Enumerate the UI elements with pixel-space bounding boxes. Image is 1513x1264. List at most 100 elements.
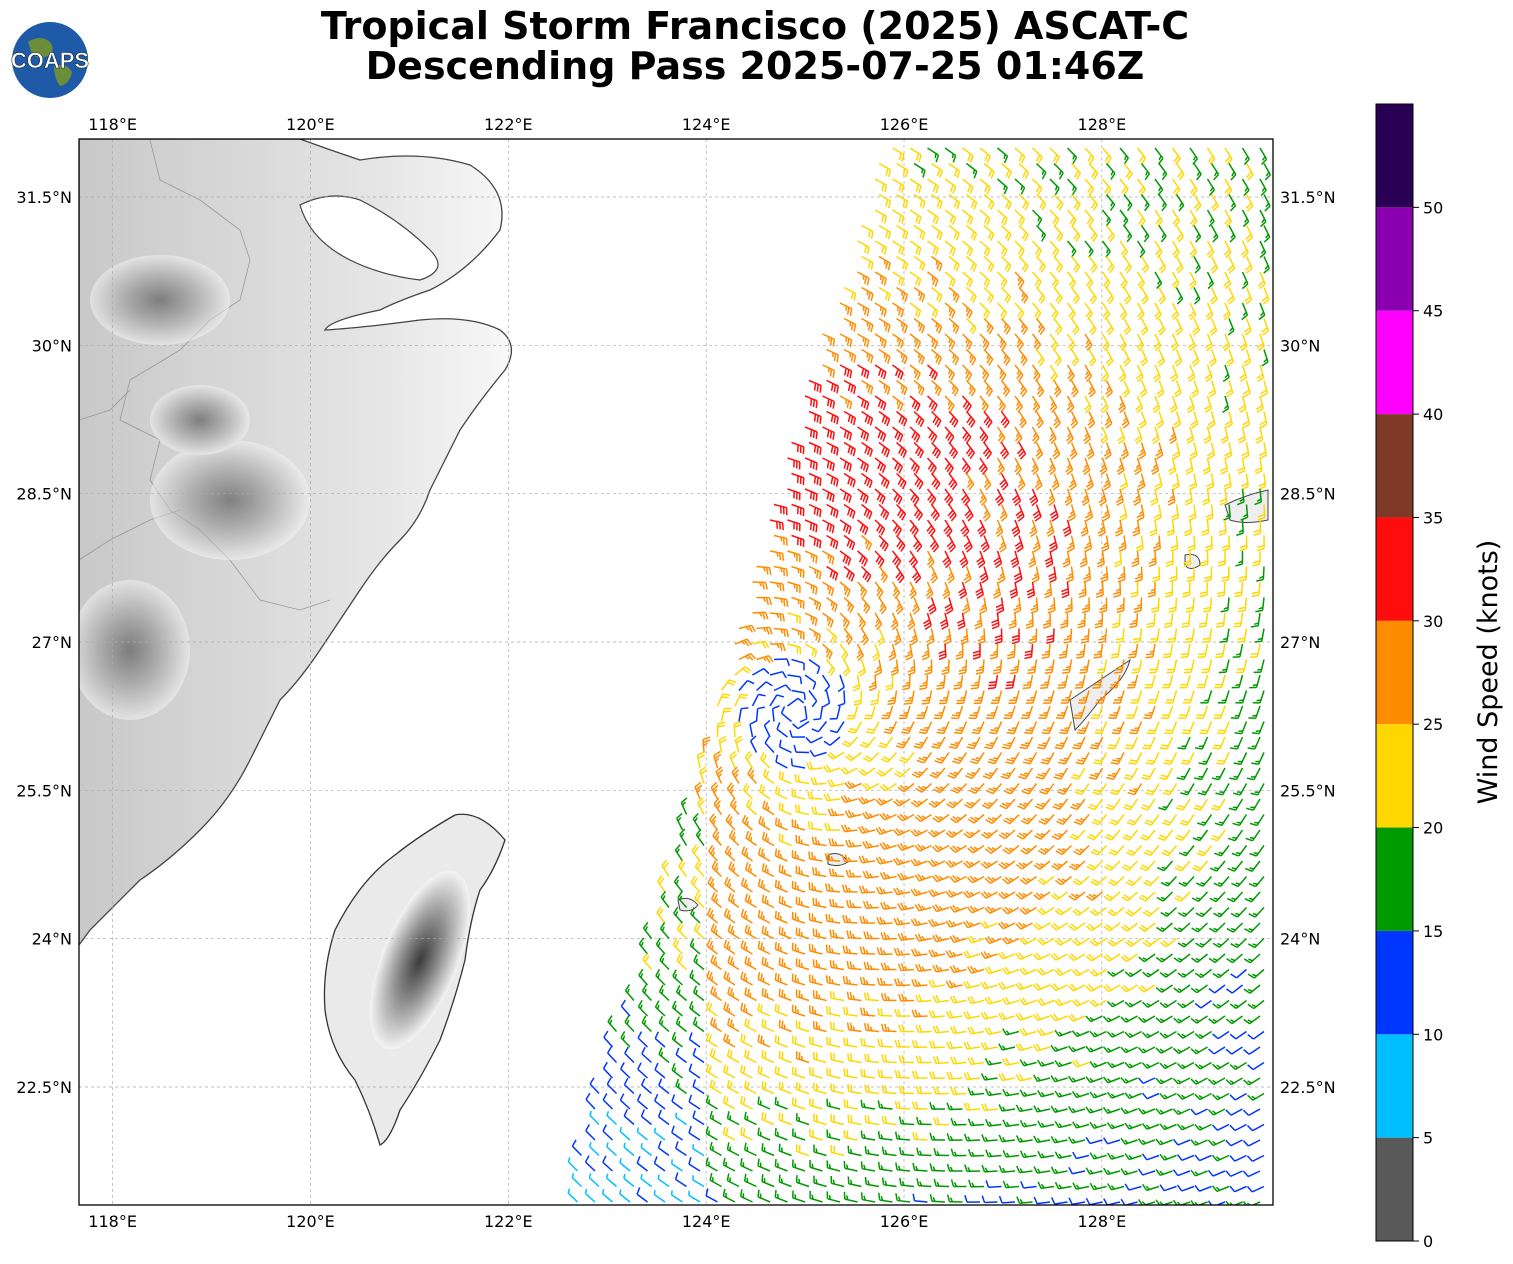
wind-barb <box>1088 318 1097 336</box>
wind-barb <box>839 333 853 348</box>
wind-barb <box>909 178 922 194</box>
wind-barb <box>1223 271 1232 290</box>
wind-barb <box>1242 380 1251 398</box>
wind-barb <box>839 302 853 317</box>
wind-barb <box>1101 240 1111 258</box>
wind-barb <box>1241 302 1249 321</box>
wind-barb <box>1104 411 1113 429</box>
wind-barb <box>857 302 870 317</box>
wind-barb <box>857 426 870 442</box>
wind-barb <box>878 286 891 302</box>
wind-barb <box>1066 364 1075 382</box>
wind-barb <box>804 395 818 409</box>
wind-barb <box>979 333 990 351</box>
wind-barb <box>1158 194 1168 212</box>
wind-barb <box>996 457 1005 475</box>
wind-barb <box>1122 349 1131 367</box>
wind-barb <box>1122 380 1131 398</box>
wind-barb <box>1035 287 1046 304</box>
wind-barb <box>1187 333 1196 352</box>
wind-barb <box>1188 271 1197 290</box>
colorbar-tick-label: 25 <box>1423 715 1443 734</box>
wind-barb <box>1175 225 1184 243</box>
wind-barb <box>861 410 874 426</box>
wind-barb <box>1259 209 1267 228</box>
wind-barb <box>930 379 942 397</box>
wind-barb <box>926 457 937 475</box>
wind-barb <box>892 333 904 349</box>
wind-barb <box>944 178 957 194</box>
wind-barb <box>961 395 972 413</box>
wind-barb <box>878 224 892 240</box>
wind-barb <box>996 395 1006 413</box>
wind-barb <box>948 348 960 366</box>
wind-barb <box>874 364 887 380</box>
wind-barb <box>1123 194 1133 212</box>
wind-barb <box>927 271 939 287</box>
wind-barb <box>1118 395 1126 414</box>
wind-barb <box>927 178 939 194</box>
wind-barb <box>961 333 973 350</box>
wind-barb <box>874 457 887 473</box>
wind-barb <box>843 410 857 426</box>
wind-barb <box>1031 302 1042 320</box>
wind-barb <box>931 348 943 365</box>
wind-barb <box>1257 271 1266 290</box>
wind-barb <box>948 255 960 272</box>
lon-tick-top: 122°E <box>484 115 533 134</box>
wind-barb <box>979 240 991 257</box>
lon-tick-top: 128°E <box>1078 115 1127 134</box>
wind-barb <box>913 441 925 459</box>
wind-barb <box>1193 163 1202 181</box>
wind-barb <box>1031 426 1040 445</box>
wind-barb <box>1136 209 1146 227</box>
wind-barb <box>931 193 943 210</box>
wind-barb <box>1158 256 1167 274</box>
wind-barb <box>1206 442 1216 460</box>
wind-barb <box>1256 333 1265 352</box>
wind-barb <box>913 193 926 209</box>
wind-barb <box>1222 395 1230 413</box>
wind-barb <box>857 271 870 286</box>
wind-barb <box>1258 302 1266 321</box>
wind-barb <box>878 255 891 271</box>
wind-barb <box>913 348 925 365</box>
wind-barb <box>804 426 818 440</box>
wind-barb <box>1226 349 1235 367</box>
wind-barb <box>1190 411 1199 429</box>
wind-barb <box>1151 426 1160 445</box>
wind-barb <box>1227 287 1236 305</box>
wind-barb <box>1083 395 1092 414</box>
wind-barb <box>1136 178 1146 196</box>
wind-barb <box>996 302 1008 320</box>
wind-barb <box>913 379 925 396</box>
wind-barb <box>1261 287 1270 305</box>
lon-tick-top: 118°E <box>88 115 137 134</box>
wind-barb <box>1205 333 1214 352</box>
lon-tick-top: 120°E <box>286 115 335 134</box>
wind-barb <box>1224 442 1233 460</box>
wind-barb <box>931 317 943 334</box>
wind-barb <box>1123 287 1132 305</box>
wind-barb <box>1031 271 1042 289</box>
wind-barb <box>1152 364 1161 383</box>
wind-barb <box>1084 209 1094 227</box>
wind-barb <box>962 240 974 257</box>
wind-barb <box>896 255 909 271</box>
wind-barb <box>804 457 818 471</box>
wind-barb <box>1049 178 1060 195</box>
wind-barb <box>966 193 978 210</box>
wind-barb <box>1192 318 1201 336</box>
wind-barb <box>909 240 922 256</box>
wind-barb <box>1157 318 1166 336</box>
wind-barb <box>861 348 874 364</box>
wind-barb <box>1191 349 1200 367</box>
wind-barb <box>944 333 956 350</box>
wind-barb <box>1049 147 1060 164</box>
wind-barb <box>1222 333 1231 352</box>
wind-barb <box>874 426 887 442</box>
wind-barb <box>1070 411 1079 429</box>
wind-barb <box>1066 271 1077 289</box>
wind-barb <box>983 255 995 273</box>
wind-barb <box>878 441 891 458</box>
